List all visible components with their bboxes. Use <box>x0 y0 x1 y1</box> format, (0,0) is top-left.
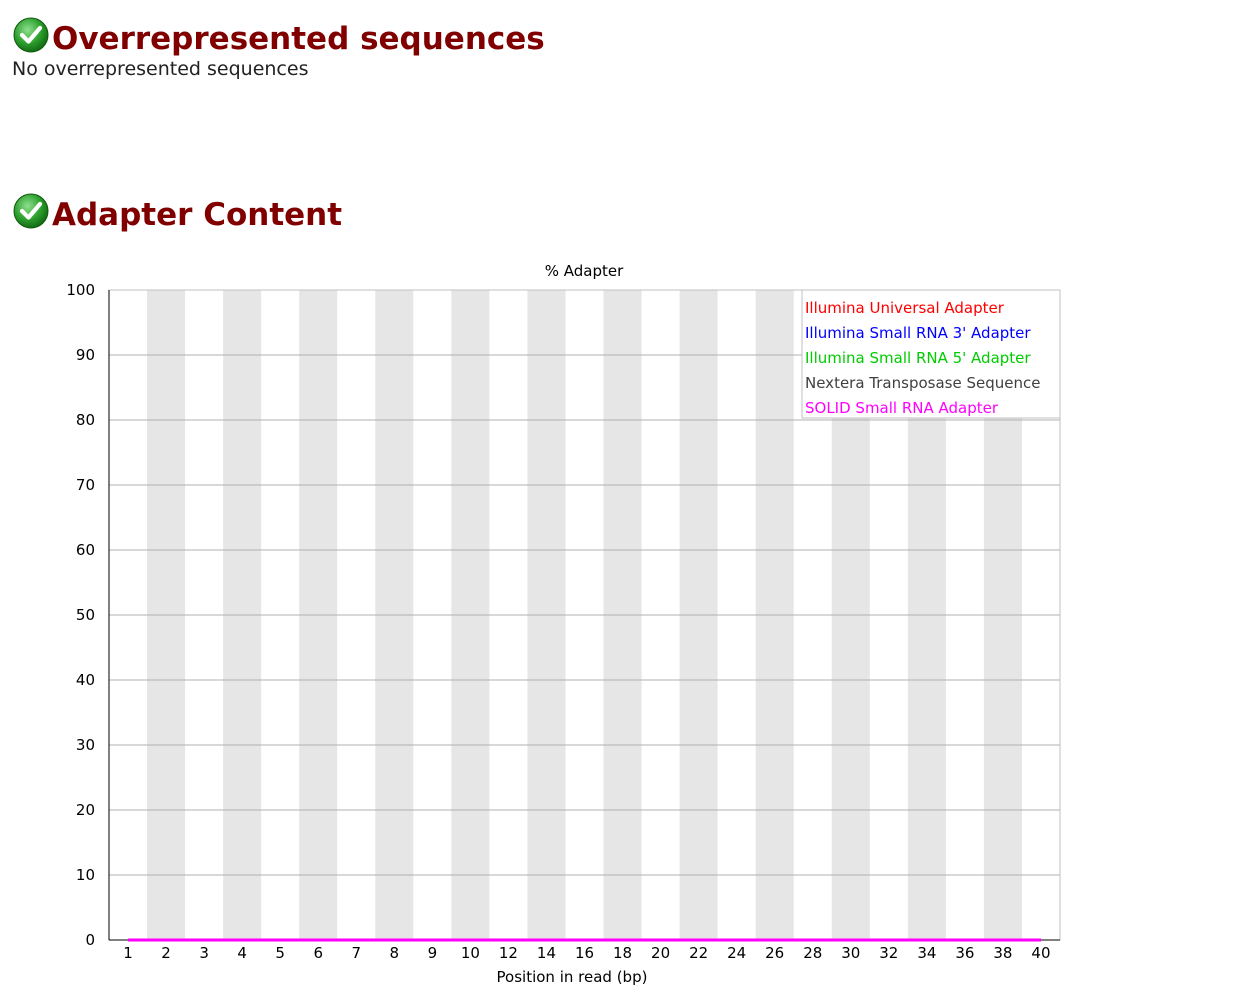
adapter-content-chart: 0 10 20 30 40 50 60 70 80 90 100 1 2 3 4 5 6 7 8 9 10 12 14 16… <box>0 250 1243 999</box>
x-tick-label: 14 <box>537 944 556 962</box>
adapter-content-module: Adapter Content <box>12 190 342 231</box>
x-tick-label: 30 <box>841 944 860 962</box>
overrepresented-header: Overrepresented sequences <box>12 14 545 55</box>
y-tick-label: 30 <box>76 736 95 754</box>
y-tick-label: 10 <box>76 866 95 884</box>
x-tick-label: 18 <box>613 944 632 962</box>
x-tick-label: 32 <box>879 944 898 962</box>
y-tick-label: 80 <box>76 411 95 429</box>
legend-item: Illumina Small RNA 3' Adapter <box>805 324 1031 342</box>
x-tick-label: 6 <box>313 944 323 962</box>
overrepresented-module: Overrepresented sequences No overreprese… <box>12 14 545 80</box>
section-title: Adapter Content <box>52 197 343 233</box>
x-tick-label: 38 <box>993 944 1012 962</box>
x-tick-label: 22 <box>689 944 708 962</box>
x-tick-label: 3 <box>199 944 209 962</box>
y-tick-label: 90 <box>76 346 95 364</box>
x-tick-label: 40 <box>1031 944 1050 962</box>
legend-item: Illumina Small RNA 5' Adapter <box>805 349 1031 367</box>
section-title: Overrepresented sequences <box>52 21 545 57</box>
x-tick-label: 1 <box>123 944 133 962</box>
pass-check-icon <box>12 192 50 230</box>
legend-item: SOLID Small RNA Adapter <box>805 399 999 417</box>
x-tick-label: 20 <box>651 944 670 962</box>
chart-legend: Illumina Universal Adapter Illumina Small… <box>801 289 1061 419</box>
x-tick-label: 4 <box>237 944 247 962</box>
y-tick-label: 100 <box>66 281 95 299</box>
section-message: No overrepresented sequences <box>12 58 309 80</box>
x-axis-label: Position in read (bp) <box>497 968 648 986</box>
x-tick-label: 36 <box>955 944 974 962</box>
x-tick-label: 16 <box>575 944 594 962</box>
y-tick-label: 50 <box>76 606 95 624</box>
x-tick-label: 7 <box>351 944 361 962</box>
x-tick-label: 9 <box>428 944 438 962</box>
y-tick-label: 60 <box>76 541 95 559</box>
x-tick-label: 24 <box>727 944 746 962</box>
legend-item: Nextera Transposase Sequence <box>805 374 1040 392</box>
x-tick-label: 2 <box>161 944 171 962</box>
x-tick-label: 28 <box>803 944 822 962</box>
x-tick-label: 5 <box>275 944 285 962</box>
chart-title: % Adapter <box>545 262 624 280</box>
y-tick-labels: 0 10 20 30 40 50 60 70 80 90 100 <box>66 281 95 949</box>
x-tick-label: 12 <box>499 944 518 962</box>
x-tick-label: 10 <box>461 944 480 962</box>
adapter-content-header: Adapter Content <box>12 190 342 231</box>
x-tick-label: 8 <box>390 944 400 962</box>
y-tick-label: 20 <box>76 801 95 819</box>
y-tick-label: 0 <box>85 931 95 949</box>
pass-check-icon <box>12 16 50 54</box>
y-tick-label: 70 <box>76 476 95 494</box>
legend-box <box>801 289 1061 419</box>
y-tick-label: 40 <box>76 671 95 689</box>
legend-item: Illumina Universal Adapter <box>805 299 1005 317</box>
x-tick-label: 26 <box>765 944 784 962</box>
x-tick-labels: 1 2 3 4 5 6 7 8 9 10 12 14 16 18 20 22 24 26 28 30 32 34 36 38 4… <box>123 944 1050 962</box>
x-tick-label: 34 <box>917 944 936 962</box>
